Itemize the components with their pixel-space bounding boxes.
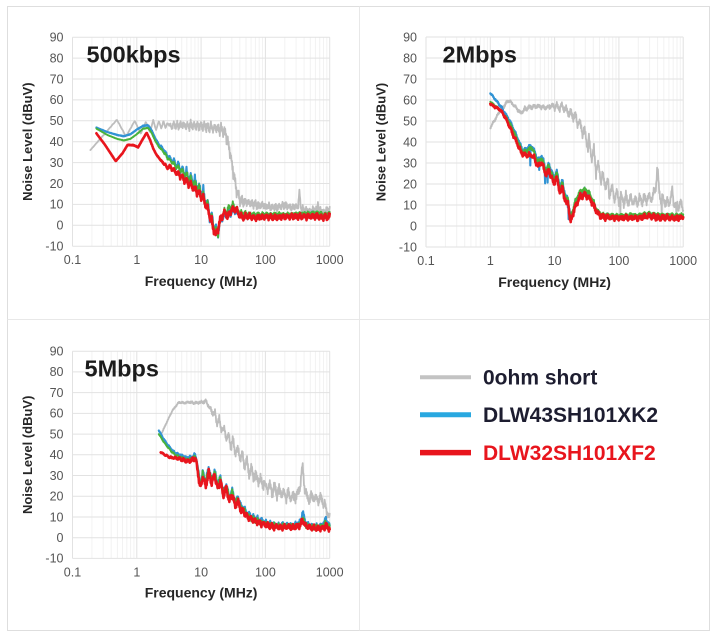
svg-text:1000: 1000 xyxy=(316,253,344,267)
svg-text:Noise Level (dBuV): Noise Level (dBuV) xyxy=(374,83,389,201)
svg-text:0.1: 0.1 xyxy=(64,253,81,267)
svg-text:Noise Level (dBuV): Noise Level (dBuV) xyxy=(20,82,35,200)
svg-text:1: 1 xyxy=(133,565,140,579)
svg-text:0.1: 0.1 xyxy=(417,254,434,268)
svg-text:10: 10 xyxy=(194,565,208,579)
svg-text:100: 100 xyxy=(608,254,629,268)
svg-text:0ohm short: 0ohm short xyxy=(483,367,597,390)
svg-text:0: 0 xyxy=(57,219,64,233)
svg-text:100: 100 xyxy=(255,253,276,267)
svg-text:40: 40 xyxy=(403,135,417,149)
svg-text:Frequency (MHz): Frequency (MHz) xyxy=(145,584,258,600)
svg-text:-10: -10 xyxy=(45,240,63,254)
svg-text:70: 70 xyxy=(403,72,417,86)
svg-text:30: 30 xyxy=(50,156,64,170)
svg-text:20: 20 xyxy=(403,177,417,191)
svg-text:2Mbps: 2Mbps xyxy=(443,41,517,67)
svg-text:10: 10 xyxy=(403,198,417,212)
svg-text:90: 90 xyxy=(403,30,417,44)
svg-text:40: 40 xyxy=(50,448,64,462)
svg-text:30: 30 xyxy=(403,156,417,170)
svg-text:60: 60 xyxy=(403,93,417,107)
svg-text:Noise Level (dBuV): Noise Level (dBuV) xyxy=(20,396,35,514)
svg-text:10: 10 xyxy=(50,510,64,524)
svg-text:500kbps: 500kbps xyxy=(87,42,181,68)
svg-text:30: 30 xyxy=(50,469,64,483)
svg-text:60: 60 xyxy=(50,407,64,421)
svg-text:90: 90 xyxy=(50,345,64,359)
svg-text:1: 1 xyxy=(133,253,140,267)
svg-text:50: 50 xyxy=(403,114,417,128)
svg-text:Frequency (MHz): Frequency (MHz) xyxy=(498,274,611,290)
svg-text:50: 50 xyxy=(50,114,64,128)
svg-text:80: 80 xyxy=(50,51,64,65)
svg-text:-10: -10 xyxy=(399,240,417,254)
svg-text:70: 70 xyxy=(50,386,64,400)
svg-text:80: 80 xyxy=(403,51,417,65)
svg-text:DLW43SH101XK2: DLW43SH101XK2 xyxy=(483,404,658,427)
svg-text:-10: -10 xyxy=(45,552,63,566)
svg-text:10: 10 xyxy=(50,198,64,212)
svg-text:100: 100 xyxy=(255,565,276,579)
svg-text:0: 0 xyxy=(410,219,417,233)
svg-text:90: 90 xyxy=(50,31,64,45)
svg-text:60: 60 xyxy=(50,93,64,107)
svg-text:40: 40 xyxy=(50,135,64,149)
svg-text:20: 20 xyxy=(50,490,64,504)
svg-text:1000: 1000 xyxy=(316,565,344,579)
svg-text:20: 20 xyxy=(50,177,64,191)
svg-text:1000: 1000 xyxy=(669,254,697,268)
svg-text:10: 10 xyxy=(194,253,208,267)
svg-text:DLW32SH101XF2: DLW32SH101XF2 xyxy=(483,442,656,465)
svg-text:10: 10 xyxy=(548,254,562,268)
svg-text:Frequency (MHz): Frequency (MHz) xyxy=(145,273,258,289)
svg-text:50: 50 xyxy=(50,427,64,441)
svg-text:80: 80 xyxy=(50,365,64,379)
svg-text:0.1: 0.1 xyxy=(64,565,81,579)
svg-text:70: 70 xyxy=(50,72,64,86)
svg-text:0: 0 xyxy=(57,531,64,545)
svg-text:5Mbps: 5Mbps xyxy=(85,355,159,381)
svg-text:1: 1 xyxy=(487,254,494,268)
